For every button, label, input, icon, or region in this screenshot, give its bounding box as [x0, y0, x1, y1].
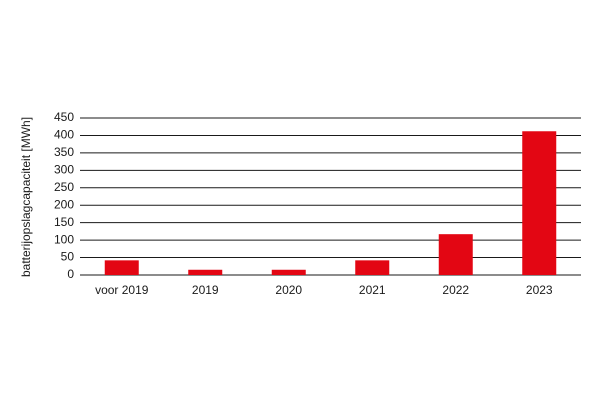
x-tick-label: 2023 — [526, 283, 553, 297]
x-tick-label: 2020 — [275, 283, 302, 297]
y-tick-label: 400 — [54, 128, 74, 142]
y-tick-label: 200 — [54, 197, 74, 211]
x-tick-label: 2022 — [442, 283, 469, 297]
bar — [355, 260, 390, 275]
bar — [104, 260, 139, 275]
y-tick-label: 300 — [54, 163, 74, 177]
bar — [188, 269, 223, 275]
x-tick-label: 2019 — [192, 283, 219, 297]
y-axis-title: batterijopslagcapaciteit [MWh] — [19, 117, 33, 277]
bar — [271, 269, 306, 275]
y-tick-label: 0 — [67, 267, 74, 281]
y-tick-label: 250 — [54, 180, 74, 194]
gridlines — [80, 117, 581, 276]
x-tick-label: voor 2019 — [95, 283, 149, 297]
bar — [522, 131, 557, 275]
y-tick-label: 100 — [54, 232, 74, 246]
x-tick-label: 2021 — [359, 283, 386, 297]
y-tick-label: 150 — [54, 215, 74, 229]
y-tick-label: 350 — [54, 145, 74, 159]
bar — [438, 234, 473, 275]
x-axis-ticks: voor 2019 2019 2020 2021 2022 2023 — [95, 283, 553, 297]
bars — [104, 131, 557, 275]
y-tick-label: 450 — [54, 110, 74, 124]
y-axis-ticks: 0 50 100 150 200 250 300 350 400 450 — [54, 110, 74, 281]
y-tick-label: 50 — [61, 250, 75, 264]
